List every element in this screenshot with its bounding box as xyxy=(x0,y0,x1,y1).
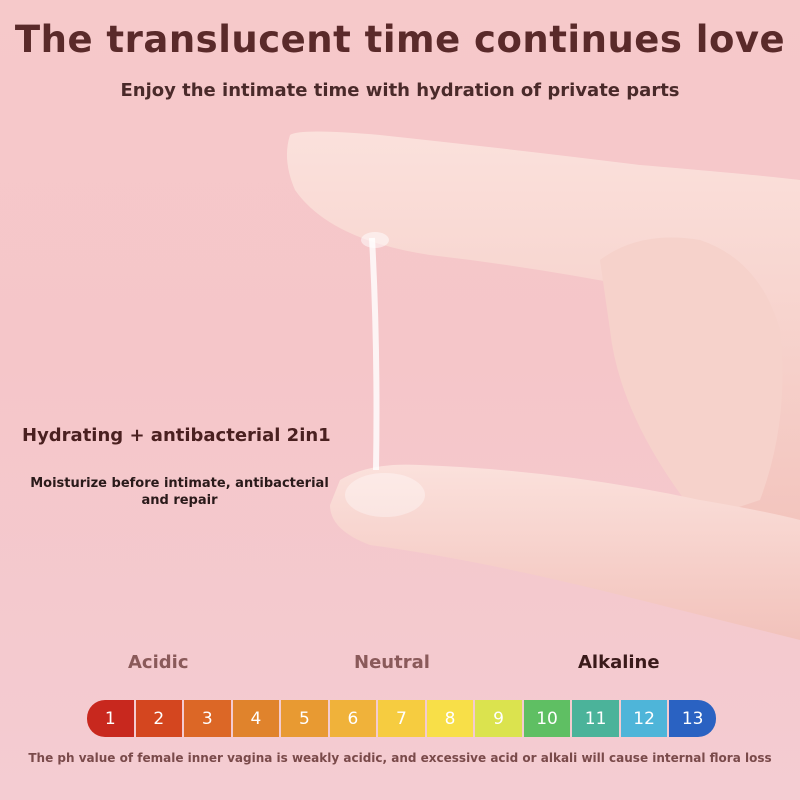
ph-scale-bar: 1 2 3 4 5 6 7 8 9 10 11 12 13 xyxy=(87,700,716,737)
ph-segment-3: 3 xyxy=(184,700,231,737)
ph-segment-4: 4 xyxy=(232,700,280,737)
ph-segment-8: 8 xyxy=(426,700,474,737)
ph-segment-11: 11 xyxy=(572,700,619,737)
ph-segment-7: 7 xyxy=(378,700,425,737)
ph-segment-5: 5 xyxy=(281,700,328,737)
page-title: The translucent time continues love xyxy=(14,18,786,61)
ph-segment-10: 10 xyxy=(523,700,571,737)
ph-segment-6: 6 xyxy=(329,700,377,737)
alkaline-label: Alkaline xyxy=(578,652,660,673)
acidic-label: Acidic xyxy=(128,652,189,673)
feature-heading: Hydrating + antibacterial 2in1 xyxy=(22,425,331,446)
ph-segment-12: 12 xyxy=(620,700,668,737)
ph-segment-1: 1 xyxy=(87,700,134,737)
ph-segment-9: 9 xyxy=(475,700,522,737)
ph-segment-2: 2 xyxy=(135,700,183,737)
ph-segment-13: 13 xyxy=(669,700,716,737)
ph-note: The ph value of female inner vagina is w… xyxy=(28,751,772,765)
feature-description: Moisturize before intimate, antibacteria… xyxy=(30,476,329,508)
page-subtitle: Enjoy the intimate time with hydration o… xyxy=(120,80,680,101)
neutral-label: Neutral xyxy=(354,652,430,673)
